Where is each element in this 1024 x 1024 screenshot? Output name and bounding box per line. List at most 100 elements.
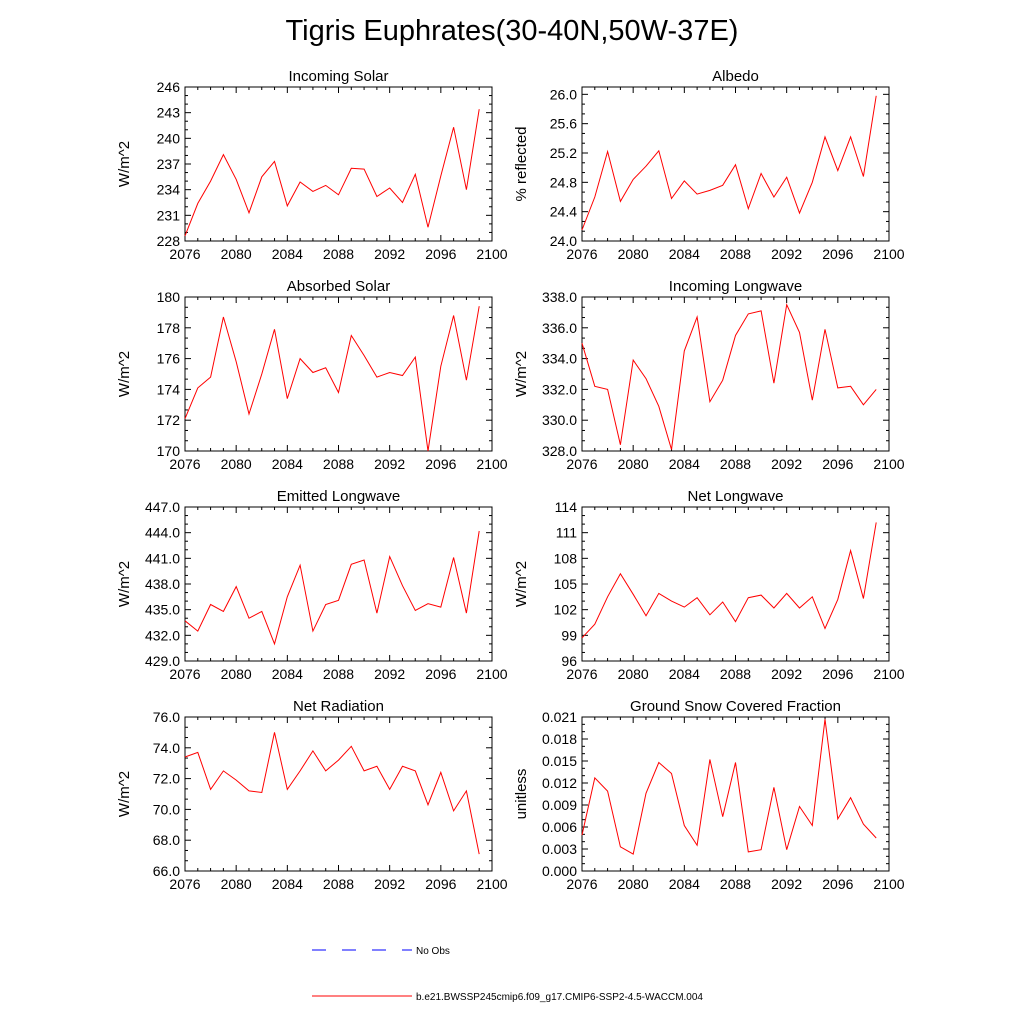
panel-title: Net Longwave [688,488,784,505]
panel-emitted-longwave: Emitted Longwave W/m^2 2076 2080 2084 2088 209… [116,488,508,682]
x-tick-label: 2080 [618,876,649,892]
x-tick-label: 2096 [425,876,456,892]
y-tick-label: 0.012 [542,775,577,791]
y-tick-label: 174 [157,381,181,397]
plot-frame [184,506,493,662]
y-tick-label: 114 [555,499,578,515]
plot-frame [184,296,493,452]
x-tick-label: 2076 [169,456,200,472]
y-tick-label: 438.0 [145,576,180,592]
panel-title: Incoming Solar [288,68,388,85]
y-axis-label: W/m^2 [513,351,530,397]
x-tick-label: 2084 [669,876,700,892]
y-tick-label: 108 [554,550,578,566]
y-tick-label: 429.0 [145,653,180,669]
x-tick-label: 2080 [221,876,252,892]
series-line [184,109,480,237]
y-tick-label: 25.2 [550,145,577,161]
x-tick-label: 2080 [618,666,649,682]
x-tick-label: 2088 [720,456,751,472]
plot-frame [184,86,493,242]
x-tick-label: 2092 [771,666,802,682]
panel-title: Emitted Longwave [277,488,400,505]
main-title: Tigris Euphrates(30-40N,50W-37E) [286,15,739,47]
y-tick-label: 96 [561,653,577,669]
y-tick-label: 180 [157,289,181,305]
x-tick-label: 2092 [374,456,405,472]
x-tick-label: 2092 [374,246,405,262]
x-tick-label: 2092 [374,876,405,892]
y-tick-label: 234 [157,182,181,198]
panel-title: Albedo [712,68,759,85]
y-tick-label: 74.0 [153,740,180,756]
legend-model-label: b.e21.BWSSP245cmip6.f09_g17.CMIP6-SSP2-4… [416,992,703,1003]
x-tick-label: 2076 [169,666,200,682]
panel-title: Net Radiation [293,698,384,715]
y-axis-label: W/m^2 [116,771,133,817]
x-tick-label: 2096 [425,246,456,262]
x-tick-label: 2084 [272,666,303,682]
panel-absorbed-solar: Absorbed Solar W/m^2 2076 2080 2084 2088 2092 2… [116,278,508,472]
x-tick-label: 2076 [169,246,200,262]
panel-net-longwave: Net Longwave W/m^2 2076 2080 2084 2088 2092 209… [513,488,905,682]
y-axis-label: unitless [513,769,530,820]
y-tick-label: 332.0 [542,381,577,397]
y-tick-label: 0.003 [542,841,577,857]
y-tick-label: 76.0 [153,709,180,725]
y-tick-label: 72.0 [153,771,180,787]
y-axis-label: W/m^2 [116,561,133,607]
series-line [184,306,480,452]
x-tick-label: 2088 [720,246,751,262]
panel-title: Incoming Longwave [669,278,802,295]
y-tick-label: 432.0 [145,627,180,643]
y-axis-label: W/m^2 [116,351,133,397]
panel-ground-snow-covered-fraction: Ground Snow Covered Fraction unitless 2076… [513,698,905,892]
y-tick-label: 0.021 [542,709,577,725]
y-tick-label: 25.6 [550,116,577,132]
y-tick-label: 66.0 [153,863,180,879]
x-tick-label: 2100 [873,456,904,472]
y-tick-label: 105 [554,576,578,592]
y-tick-label: 0.000 [542,863,577,879]
y-tick-label: 99 [561,627,577,643]
x-tick-label: 2100 [873,666,904,682]
panel-albedo: Albedo % reflected 2076 2080 2084 2088 2092 209… [513,68,905,262]
x-tick-label: 2092 [771,456,802,472]
y-tick-label: 102 [554,602,578,618]
y-tick-label: 246 [157,79,181,95]
series-line [581,522,877,639]
x-tick-label: 2096 [822,456,853,472]
y-axis-label: W/m^2 [116,141,133,187]
x-tick-label: 2088 [323,456,354,472]
panels: Incoming Solar W/m^2 2076 2080 2084 2088 2092 2… [116,68,905,892]
x-tick-label: 2080 [221,666,252,682]
x-tick-label: 2084 [669,456,700,472]
panel-incoming-longwave: Incoming Longwave W/m^2 2076 2080 2084 2088 20… [513,278,905,472]
x-tick-label: 2076 [566,456,597,472]
x-tick-label: 2100 [873,246,904,262]
series-line [184,732,480,855]
x-tick-label: 2100 [873,876,904,892]
x-tick-label: 2088 [323,246,354,262]
panel-incoming-solar: Incoming Solar W/m^2 2076 2080 2084 2088 2092 2… [116,68,508,262]
legend: No Obs b.e21.BWSSP245cmip6.f09_g17.CMIP6… [312,946,703,1003]
panel-title: Ground Snow Covered Fraction [630,698,841,715]
y-tick-label: 330.0 [542,412,577,428]
x-tick-label: 2088 [720,876,751,892]
y-tick-label: 70.0 [153,801,180,817]
plot-frame [184,716,493,872]
x-tick-label: 2080 [221,456,252,472]
y-tick-label: 24.0 [550,233,577,249]
x-tick-label: 2100 [476,246,507,262]
x-tick-label: 2084 [272,456,303,472]
x-tick-label: 2084 [669,666,700,682]
y-tick-label: 0.018 [542,731,577,747]
series-line [184,530,480,646]
x-tick-label: 2096 [425,666,456,682]
x-tick-label: 2084 [272,876,303,892]
plot-frame [581,296,890,452]
x-tick-label: 2092 [374,666,405,682]
x-tick-label: 2100 [476,456,507,472]
x-tick-label: 2100 [476,666,507,682]
